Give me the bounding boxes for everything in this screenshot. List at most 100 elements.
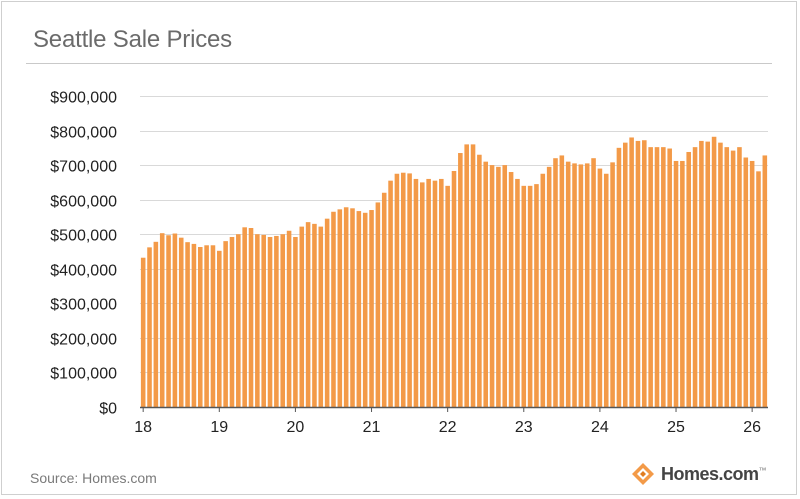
bar	[635, 140, 641, 408]
y-tick-label: $900,000	[50, 90, 117, 107]
bar	[178, 237, 184, 407]
bar	[159, 233, 165, 407]
bar	[420, 182, 425, 407]
y-tick-label: $600,000	[50, 194, 117, 211]
bar	[572, 163, 577, 407]
bar	[578, 164, 584, 407]
homes-com-logo: Homes.com™	[631, 462, 766, 486]
x-tick-label: 21	[363, 419, 381, 436]
bar	[737, 147, 742, 407]
bar	[546, 166, 552, 407]
axes: $0 $100,000 $200,000 $300,000 $400,000 $500,0…	[50, 90, 768, 436]
bar	[400, 172, 406, 407]
bar	[451, 170, 457, 407]
bar	[686, 151, 691, 407]
bar	[153, 241, 159, 407]
bar	[204, 245, 209, 407]
x-tick-label: 20	[287, 419, 305, 436]
bar	[489, 165, 495, 407]
bar	[356, 211, 362, 407]
homes-com-logo-icon	[631, 463, 654, 485]
bar	[147, 247, 152, 407]
bar	[521, 185, 527, 407]
y-tick-label: $700,000	[50, 159, 117, 176]
bar	[350, 208, 355, 407]
bar	[749, 160, 755, 407]
x-tick-label: 25	[667, 419, 685, 436]
title-divider	[26, 63, 772, 64]
bar	[381, 192, 387, 407]
x-tick-label: 22	[439, 419, 457, 436]
bar	[318, 226, 324, 407]
x-tick-label: 19	[210, 419, 228, 436]
bar	[197, 247, 203, 407]
bar	[622, 142, 628, 407]
bar	[730, 150, 736, 407]
bar	[565, 161, 571, 407]
bar	[255, 234, 260, 407]
y-tick-label: $100,000	[50, 366, 117, 383]
bar	[229, 236, 235, 407]
bar	[527, 185, 533, 407]
y-tick-label: $500,000	[50, 228, 117, 245]
x-tick-label: 18	[134, 419, 152, 436]
bar	[432, 180, 438, 407]
y-tick-label: $200,000	[50, 332, 117, 349]
bar	[312, 223, 317, 407]
bar	[534, 184, 539, 407]
bar-series	[140, 136, 768, 408]
bar	[439, 178, 444, 407]
bar	[584, 163, 590, 407]
bar	[172, 233, 178, 407]
bar	[248, 228, 254, 407]
bar	[477, 154, 482, 407]
bar	[299, 226, 305, 407]
y-tick-label: $0	[99, 401, 117, 418]
bar	[375, 202, 381, 407]
bar	[337, 209, 343, 407]
bar	[407, 173, 412, 407]
bar	[515, 178, 520, 407]
bar	[217, 250, 222, 407]
bar	[654, 147, 660, 407]
bar	[743, 157, 749, 407]
bar	[267, 236, 273, 407]
bar	[610, 162, 615, 407]
bar	[680, 160, 685, 407]
bar	[559, 155, 565, 407]
bar	[661, 147, 666, 407]
bar	[508, 172, 514, 407]
bar	[724, 147, 730, 407]
bar	[718, 142, 723, 407]
bar	[553, 158, 558, 407]
bar	[667, 148, 672, 407]
bar	[629, 137, 634, 407]
bar	[496, 166, 501, 407]
bar	[305, 222, 311, 407]
bar	[413, 178, 419, 407]
bar	[464, 144, 469, 407]
bar	[261, 234, 266, 407]
bar	[762, 155, 768, 407]
x-tick-label: 23	[515, 419, 533, 436]
bar	[648, 147, 653, 407]
source-note: Source: Homes.com	[30, 470, 157, 486]
bar	[603, 173, 609, 407]
bar	[699, 140, 704, 408]
bar	[236, 234, 241, 407]
bar	[394, 173, 400, 407]
bar	[210, 245, 216, 407]
bar	[324, 218, 330, 407]
bar	[274, 235, 279, 407]
y-tick-label: $300,000	[50, 297, 117, 314]
bar	[286, 230, 292, 407]
bar	[331, 211, 336, 407]
bar	[711, 136, 717, 407]
y-tick-label: $800,000	[50, 125, 117, 142]
bar	[502, 165, 508, 407]
chart-title: Seattle Sale Prices	[33, 26, 232, 53]
bar	[369, 210, 374, 407]
bar	[140, 257, 146, 407]
